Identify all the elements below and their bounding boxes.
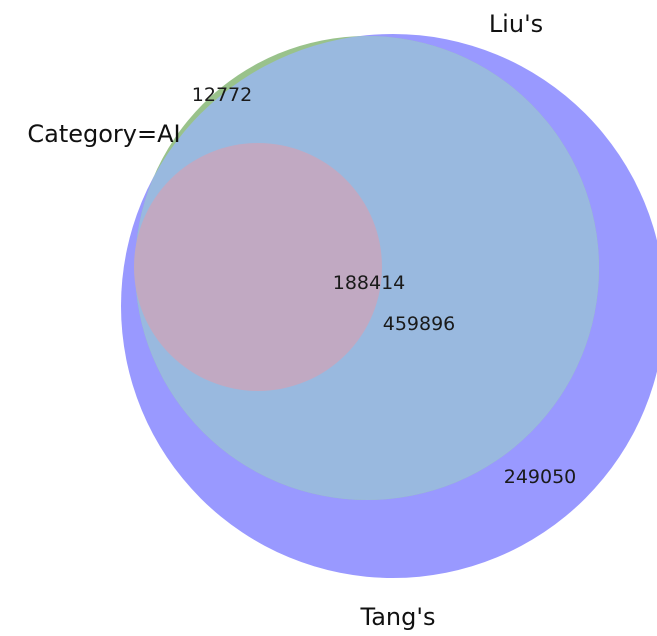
category-ai-set-circle — [134, 143, 382, 391]
region-label-ai-liu-tang: 188414 — [333, 272, 406, 294]
set-label-lius: Liu's — [489, 10, 543, 38]
set-label-tangs: Tang's — [360, 603, 436, 631]
set-label-category-ai: Category=AI — [27, 120, 180, 148]
region-label-tang-only: 249050 — [504, 466, 577, 488]
region-label-liu-tang-only: 459896 — [383, 313, 456, 335]
region-label-liu-only: 12772 — [192, 84, 252, 106]
